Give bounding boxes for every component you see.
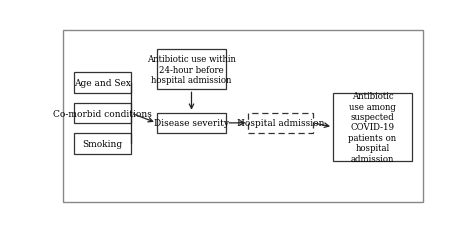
Text: Hospital admission: Hospital admission	[237, 119, 324, 128]
Text: Antibiotic use within
24-hour before
hospital admission: Antibiotic use within 24-hour before hos…	[147, 55, 236, 85]
Text: Age and Sex: Age and Sex	[74, 79, 131, 88]
Bar	[156, 50, 227, 90]
Bar	[74, 103, 131, 124]
Bar	[333, 94, 412, 161]
Text: Disease severity: Disease severity	[154, 119, 229, 128]
Bar	[74, 73, 131, 94]
Text: Antibiotic
use among
suspected
COVID-19
patients on
hospital
admission: Antibiotic use among suspected COVID-19 …	[348, 92, 396, 163]
Bar	[156, 113, 227, 134]
Bar	[248, 113, 313, 134]
Bar	[74, 134, 131, 154]
Text: Co-morbid conditions: Co-morbid conditions	[53, 109, 152, 118]
Text: Smoking: Smoking	[82, 139, 122, 148]
